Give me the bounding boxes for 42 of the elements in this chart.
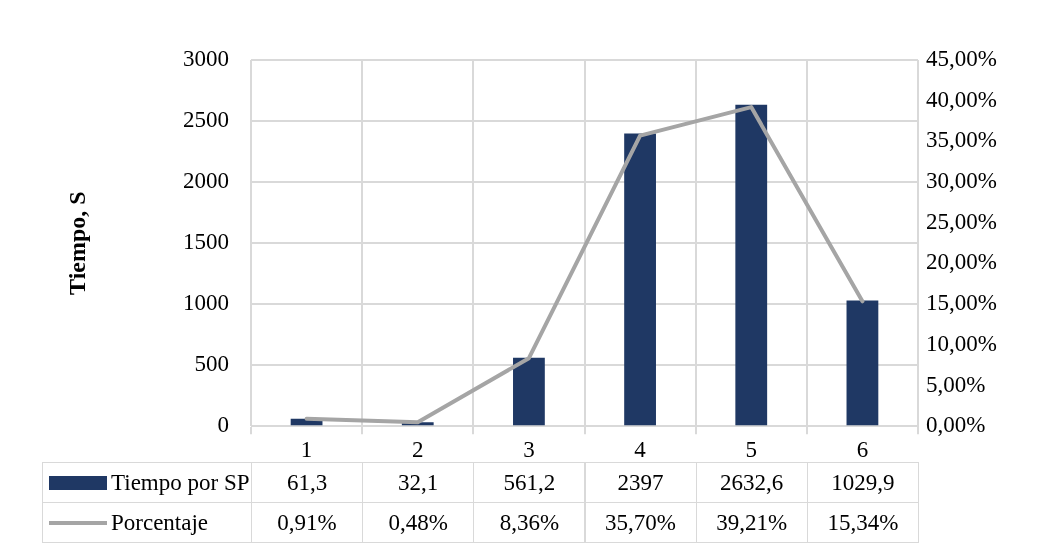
data-label: 39,21% (695, 502, 808, 543)
legend-label: Tiempo por SP (111, 469, 250, 496)
y2-tick-label: 15,00% (926, 290, 997, 316)
y2-tick-label: 35,00% (926, 127, 997, 153)
bar (735, 104, 768, 426)
x-tick-label: 4 (634, 437, 647, 463)
y2-tick-label: 5,00% (926, 371, 986, 397)
y-axis-title: Tiempo, S (63, 191, 90, 295)
data-label: 2632,6 (695, 462, 808, 503)
y2-tick-label: 40,00% (926, 86, 997, 112)
y2-tick-label: 25,00% (926, 208, 997, 234)
data-label: 8,36% (473, 502, 586, 543)
x-tick-label: 5 (745, 437, 757, 463)
data-label: 1029,9 (806, 462, 919, 503)
data-label: 0,48% (362, 502, 475, 543)
y-tick-label: 3000 (183, 46, 229, 72)
data-label: 0,91% (251, 502, 364, 543)
y-tick-label: 1000 (183, 290, 229, 316)
bar (846, 300, 879, 426)
x-tick-label: 1 (300, 437, 313, 463)
bar (513, 357, 545, 426)
y2-tick-label: 30,00% (926, 168, 997, 194)
data-label: 2397 (584, 462, 697, 503)
data-label: 15,34% (806, 502, 919, 543)
x-tick-label: 6 (856, 437, 869, 463)
data-label: 32,1 (362, 462, 475, 503)
y2-tick-label: 10,00% (926, 330, 997, 356)
y2-tick-label: 20,00% (926, 249, 997, 275)
bar (624, 133, 656, 426)
data-label: 61,3 (251, 462, 364, 503)
x-tick-label: 3 (523, 437, 535, 463)
y-tick-label: 500 (194, 351, 229, 377)
data-label: 561,2 (473, 462, 586, 503)
data-label: 35,70% (584, 502, 697, 543)
legend-label: Porcentaje (111, 509, 209, 536)
y-tick-label: 0 (217, 412, 229, 438)
y2-tick-label: 45,00% (926, 46, 997, 72)
y-tick-label: 2000 (183, 168, 229, 194)
x-tick-label: 2 (412, 437, 424, 463)
y2-tick-label: 0,00% (926, 412, 986, 438)
y-tick-label: 1500 (183, 229, 229, 255)
y-tick-label: 2500 (183, 107, 229, 133)
